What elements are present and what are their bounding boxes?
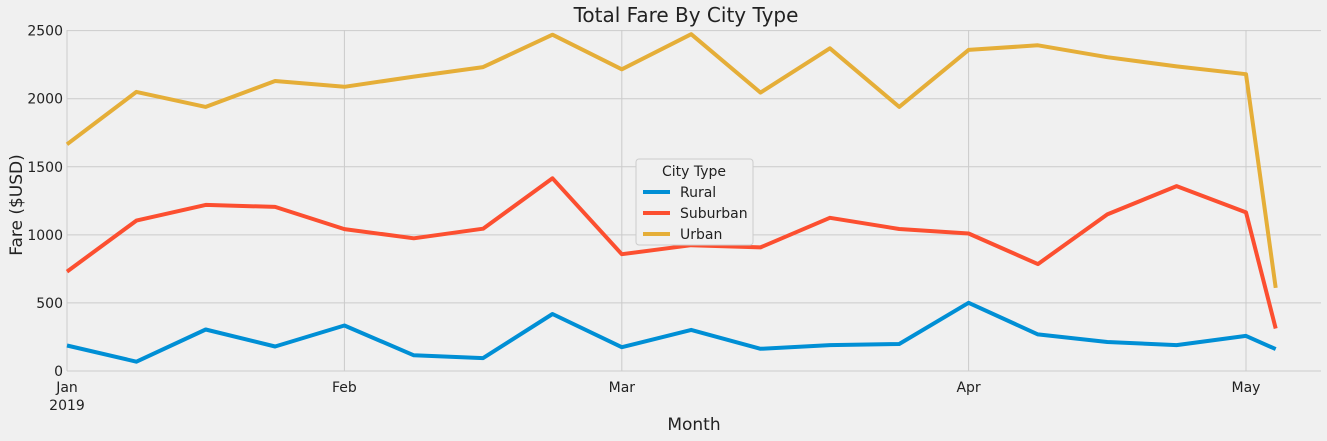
x-tick-label: Feb [332,380,357,396]
x-tick-label: Jan [55,380,78,396]
x-tick-label: Apr [956,380,980,396]
x-axis-label: Month [667,415,720,435]
legend-label-rural: Rural [680,185,716,201]
y-tick-label: 2500 [27,24,63,40]
legend-box [635,158,754,246]
x-axis-ticks: Jan 2019 Feb Mar Apr May [49,380,1260,414]
legend-label-urban: Urban [680,227,722,243]
legend-label-suburban: Suburban [680,206,748,222]
series-line-urban [65,32,1278,289]
y-tick-label: 1000 [27,228,63,244]
x-tick-sublabel: 2019 [49,398,85,414]
x-tick-label: Mar [609,380,636,396]
x-tick-label: May [1232,380,1261,396]
y-tick-label: 0 [54,364,63,380]
legend-title: City Type [662,164,726,180]
y-axis-ticks: 0 500 1000 1500 2000 2500 [27,24,63,380]
y-axis-label: Fare ($USD) [7,154,27,256]
y-tick-label: 2000 [27,92,63,108]
y-tick-label: 1500 [27,160,63,176]
y-tick-label: 500 [36,296,63,312]
chart-title: Total Fare By City Type [573,3,799,27]
series-line-rural [66,300,1277,364]
legend: City Type Rural Suburban Urban [635,158,754,246]
